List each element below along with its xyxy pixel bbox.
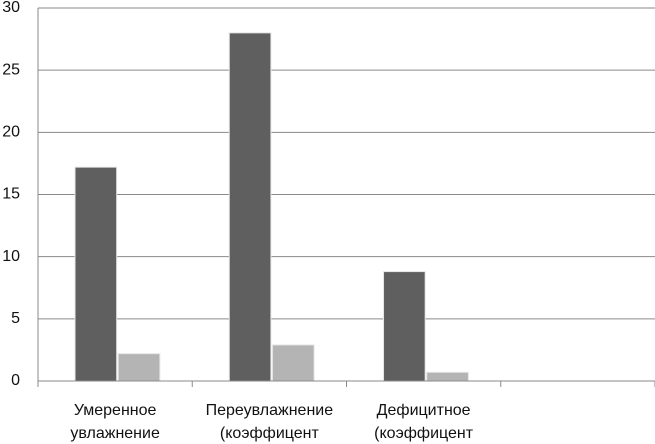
y-tick-label: 5 (11, 310, 20, 327)
x-tick-label-line: Умеренное (74, 402, 157, 419)
y-tick-label: 10 (2, 248, 20, 265)
x-tick-label-line: увлажнение (70, 425, 160, 442)
bar (228, 32, 272, 382)
x-tick-label-line: Дефицитное (377, 402, 471, 419)
bar (426, 371, 469, 382)
x-tick-label: Переувлажнение (коэффицент (206, 402, 334, 442)
bar (117, 353, 161, 382)
y-tick-label: 25 (2, 61, 20, 78)
y-tick-label: 0 (11, 372, 20, 389)
x-tick-label-line: Переувлажнение (206, 402, 334, 419)
bar (74, 166, 118, 382)
bar (383, 271, 426, 382)
x-tick-label-line: (коэффицент (374, 425, 474, 442)
y-tick-label: 15 (2, 186, 20, 203)
y-tick-label: 30 (2, 0, 20, 16)
x-tick-label-line: (коэффицент (220, 425, 320, 442)
y-tick-label: 20 (2, 124, 20, 141)
bar (271, 344, 315, 382)
x-tick-label: Дефицитное (коэффицент (374, 402, 474, 442)
x-tick-label: Умеренное увлажнение (70, 402, 160, 442)
